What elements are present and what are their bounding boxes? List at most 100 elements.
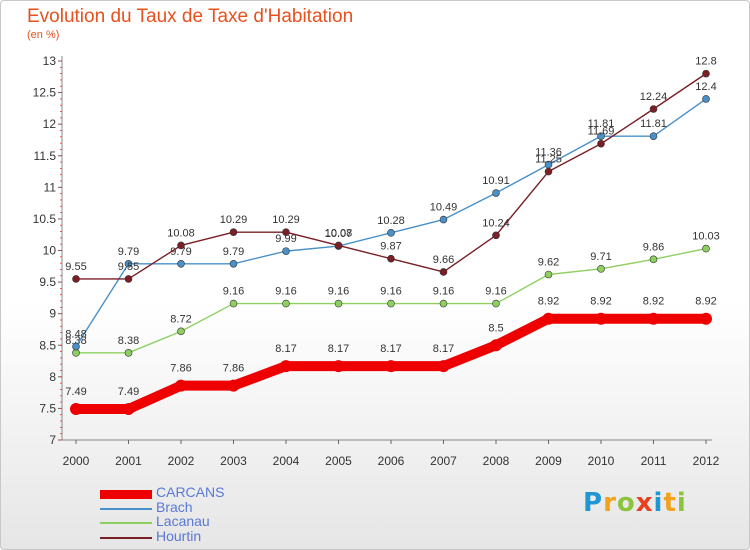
- y-tick-label: 9: [49, 307, 56, 321]
- data-point-brach: [72, 342, 80, 351]
- data-label-carcans: 8.92: [695, 296, 716, 308]
- data-label-carcans: 8.92: [538, 296, 559, 308]
- data-label-brach: 11.81: [588, 118, 615, 130]
- data-point-lacanau: [439, 299, 448, 308]
- data-point-lacanau: [72, 349, 80, 357]
- chart-title: Evolution du Taux de Taxe d'Habitation: [27, 6, 354, 27]
- data-point-lacanau: [492, 299, 500, 308]
- legend-item-hourtin: Hourtin: [100, 528, 340, 545]
- data-label-lacanau: 9.16: [328, 286, 349, 298]
- data-point-carcans: [700, 312, 712, 325]
- data-label-hourtin: 10.29: [272, 214, 300, 226]
- data-point-brach: [702, 95, 710, 103]
- legend-item-brach: Brach: [100, 499, 340, 516]
- data-point-lacanau: [282, 299, 290, 308]
- data-point-hourtin: [597, 139, 605, 148]
- x-tick-label: 2011: [641, 454, 667, 468]
- data-label-lacanau: 9.16: [380, 286, 401, 298]
- data-point-hourtin: [702, 69, 710, 78]
- data-point-hourtin: [282, 228, 290, 236]
- data-label-brach: 8.48: [65, 329, 86, 341]
- x-tick-label: 2002: [168, 454, 195, 468]
- x-tick-label: 2006: [378, 454, 405, 468]
- legend-swatch: [100, 537, 152, 539]
- data-point-brach: [597, 132, 605, 140]
- data-label-hourtin: 9.55: [65, 261, 86, 273]
- data-label-brach: 12.4: [695, 81, 716, 93]
- data-label-hourtin: 9.87: [380, 241, 401, 253]
- data-point-hourtin: [544, 167, 553, 176]
- y-tick-label: 10.5: [33, 212, 57, 226]
- data-label-brach: 10.91: [482, 175, 510, 187]
- data-label-carcans: 7.86: [223, 363, 244, 375]
- data-label-carcans: 8.17: [275, 343, 296, 355]
- data-point-hourtin: [229, 228, 238, 236]
- legend-swatch: [100, 522, 152, 524]
- data-point-brach: [439, 215, 448, 224]
- data-label-hourtin: 11.25: [535, 154, 562, 166]
- legend-swatch: [100, 490, 152, 499]
- data-point-carcans: [542, 312, 555, 325]
- data-point-hourtin: [492, 231, 500, 240]
- data-point-brach: [649, 132, 658, 140]
- data-point-carcans: [280, 360, 292, 373]
- data-label-brach: 9.79: [118, 246, 139, 258]
- data-label-carcans: 7.49: [65, 386, 86, 398]
- x-tick-label: 2007: [430, 454, 457, 468]
- data-label-lacanau: 8.72: [170, 313, 191, 325]
- y-tick-label: 9.5: [39, 275, 56, 289]
- data-point-lacanau: [229, 299, 238, 308]
- y-tick-label: 8: [49, 370, 56, 384]
- data-label-lacanau: 9.71: [590, 251, 611, 263]
- y-tick-label: 10: [43, 244, 57, 258]
- data-label-brach: 11.36: [535, 147, 562, 159]
- data-point-carcans: [122, 403, 135, 416]
- data-point-lacanau: [177, 327, 185, 336]
- data-label-lacanau: 9.86: [643, 241, 664, 253]
- data-point-lacanau: [702, 244, 710, 253]
- x-tick-label: 2001: [115, 454, 142, 468]
- data-label-hourtin: 12.24: [640, 91, 668, 103]
- data-point-carcans: [385, 360, 397, 373]
- data-point-brach: [124, 259, 133, 268]
- data-point-lacanau: [387, 299, 395, 308]
- data-point-brach: [177, 259, 185, 268]
- data-label-hourtin: 10.08: [167, 227, 195, 239]
- data-label-carcans: 8.17: [380, 343, 401, 355]
- data-label-lacanau: 9.62: [538, 257, 559, 269]
- data-label-hourtin: 9.66: [433, 254, 454, 266]
- data-point-carcans: [647, 312, 660, 325]
- legend-item-lacanau: Lacanau: [100, 513, 340, 530]
- legend-label: Lacanau: [156, 513, 210, 529]
- data-point-hourtin: [649, 105, 658, 113]
- y-tick-label: 7: [49, 433, 56, 447]
- x-tick-label: 2005: [325, 454, 352, 468]
- data-point-hourtin: [124, 275, 133, 283]
- data-point-hourtin: [439, 268, 448, 276]
- data-point-lacanau: [334, 299, 343, 308]
- unit-label: (en %): [27, 29, 60, 41]
- x-tick-label: 2012: [693, 454, 720, 468]
- y-tick-label: 11: [44, 180, 57, 194]
- data-point-brach: [387, 229, 395, 237]
- data-point-carcans: [490, 339, 502, 352]
- data-point-carcans: [70, 403, 82, 416]
- y-tick-label: 13: [43, 54, 57, 68]
- data-label-carcans: 7.49: [118, 386, 139, 398]
- y-tick-label: 12.5: [33, 86, 57, 100]
- x-tick-label: 2009: [535, 454, 562, 468]
- x-tick-label: 2000: [63, 454, 90, 468]
- data-point-lacanau: [544, 270, 553, 279]
- data-point-lacanau: [649, 255, 658, 264]
- y-tick-label: 7.5: [39, 401, 56, 415]
- data-label-brach: 11.81: [640, 118, 667, 130]
- data-point-carcans: [595, 312, 607, 325]
- data-label-lacanau: 9.16: [433, 286, 454, 298]
- data-label-hourtin: 10.08: [325, 227, 353, 239]
- proxiti-logo: Proxiti: [583, 488, 687, 518]
- data-point-carcans: [175, 379, 187, 392]
- data-label-carcans: 7.86: [170, 363, 191, 375]
- legend-swatch: [100, 508, 152, 510]
